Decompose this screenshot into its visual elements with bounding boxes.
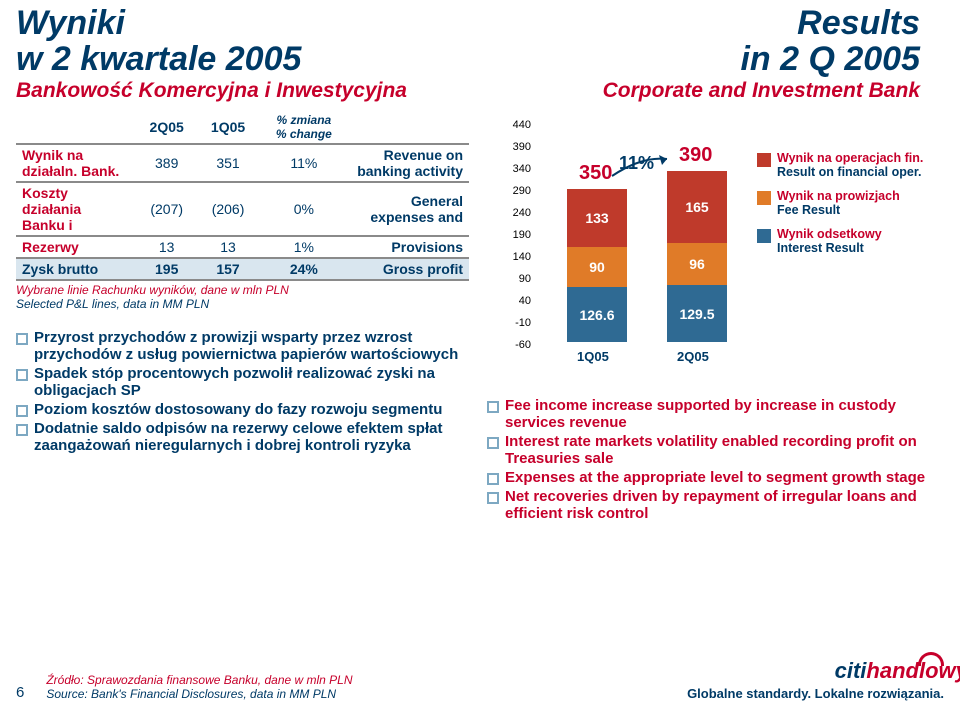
title-left-l1: Wyniki — [16, 4, 125, 42]
table-header-row: 2Q05 1Q05 % zmiana % change — [16, 111, 469, 144]
bullet-item: Dodatnie saldo odpisów na rezerwy celowe… — [16, 420, 469, 454]
table-row: Rezerwy 13 13 1% Provisions — [16, 236, 469, 258]
table-row: Wynik nadziałaln. Bank. 389 351 11% Reve… — [16, 144, 469, 182]
main: 2Q05 1Q05 % zmiana % change Wynik nadzia… — [0, 103, 960, 524]
y-tick: 340 — [501, 163, 531, 175]
logo: citihandlowy Globalne standardy. Lokalne… — [687, 658, 944, 701]
bullet-icon — [16, 405, 28, 417]
y-tick: 40 — [501, 295, 531, 307]
x-category: 2Q05 — [677, 349, 709, 364]
bullet-item: Interest rate markets volatility enabled… — [487, 433, 940, 467]
bar-segment: 129.5 — [667, 285, 727, 342]
title-left-l2: w 2 kwartale 2005 — [16, 40, 301, 78]
y-tick: 390 — [501, 141, 531, 153]
subtitle-left: Bankowość Komercyjna i Inwestycyjna — [16, 79, 407, 103]
bar-total-label: 390 — [679, 144, 712, 167]
header: Wyniki w 2 kwartale 2005 Bankowość Komer… — [0, 0, 960, 103]
y-tick: -60 — [501, 339, 531, 351]
arrow-icon — [607, 151, 677, 181]
logo-arc-icon — [918, 652, 944, 666]
bullet-icon — [487, 473, 499, 485]
bullet-item: Przyrost przychodów z prowizji wsparty p… — [16, 329, 469, 363]
legend-item: Wynik odsetkowyInterest Result — [757, 227, 947, 255]
y-tick: -10 — [501, 317, 531, 329]
source-note: Źródło: Sprawozdania finansowe Banku, da… — [46, 673, 352, 701]
logo-text: citihandlowy — [687, 658, 944, 684]
stacked-bar-chart: 4403903402902401901409040-10-60 13390126… — [497, 111, 937, 391]
bullet-item: Expenses at the appropriate level to seg… — [487, 469, 940, 486]
header-right: Results in 2 Q 2005 Corporate and Invest… — [603, 6, 920, 103]
bullet-icon — [487, 437, 499, 449]
col-pct: % zmiana % change — [259, 111, 349, 144]
bar-column: 16596129.5 — [667, 171, 727, 343]
legend-item: Wynik na operacjach fin.Result on financ… — [757, 151, 947, 179]
logo-tagline: Globalne standardy. Lokalne rozwiązania. — [687, 686, 944, 701]
bullet-icon — [487, 401, 499, 413]
col-2q05: 2Q05 — [136, 111, 197, 144]
table-note-pl: Wybrane linie Rachunku wyników, dane w m… — [16, 283, 469, 297]
bar-segment: 126.6 — [567, 287, 627, 343]
table-row: Koszty działaniaBanku i (207) (206) 0% G… — [16, 182, 469, 236]
title-right-l1: Results — [797, 4, 920, 42]
y-tick: 140 — [501, 251, 531, 263]
chart-area: 13390126.61Q0535016596129.52Q0539011% — [537, 121, 737, 366]
bullets-right: Fee income increase supported by increas… — [487, 397, 940, 522]
chart-legend: Wynik na operacjach fin.Result on financ… — [757, 151, 947, 265]
y-tick: 440 — [501, 119, 531, 131]
title-left: Wyniki w 2 kwartale 2005 — [16, 6, 407, 77]
header-left: Wyniki w 2 kwartale 2005 Bankowość Komer… — [16, 6, 407, 103]
col-1q05: 1Q05 — [197, 111, 258, 144]
gross-profit-row: Zysk brutto 195 157 24% Gross profit — [16, 258, 469, 280]
legend-item: Wynik na prowizjachFee Result — [757, 189, 947, 217]
bullet-icon — [16, 369, 28, 381]
right-column: 4403903402902401901409040-10-60 13390126… — [487, 111, 940, 524]
footer-left: 6 Źródło: Sprawozdania finansowe Banku, … — [16, 673, 353, 701]
y-tick: 190 — [501, 229, 531, 241]
footer: 6 Źródło: Sprawozdania finansowe Banku, … — [16, 658, 944, 701]
bullet-item: Net recoveries driven by repayment of ir… — [487, 488, 940, 522]
legend-swatch — [757, 153, 771, 167]
subtitle-right: Corporate and Investment Bank — [603, 79, 920, 103]
x-category: 1Q05 — [577, 349, 609, 364]
bar-segment: 90 — [567, 247, 627, 287]
bar-segment: 133 — [567, 189, 627, 248]
left-column: 2Q05 1Q05 % zmiana % change Wynik nadzia… — [16, 111, 469, 524]
pnl-table: 2Q05 1Q05 % zmiana % change Wynik nadzia… — [16, 111, 469, 281]
y-tick: 90 — [501, 273, 531, 285]
legend-swatch — [757, 229, 771, 243]
table-note-en: Selected P&L lines, data in MM PLN — [16, 297, 469, 311]
bullets-left: Przyrost przychodów z prowizji wsparty p… — [16, 329, 469, 454]
bullet-icon — [487, 492, 499, 504]
title-right-l2: in 2 Q 2005 — [740, 40, 920, 78]
bullet-icon — [16, 333, 28, 345]
legend-swatch — [757, 191, 771, 205]
bar-segment: 96 — [667, 243, 727, 285]
bullet-item: Spadek stóp procentowych pozwolił realiz… — [16, 365, 469, 399]
bullet-icon — [16, 424, 28, 436]
bar-segment: 165 — [667, 171, 727, 244]
bullet-item: Fee income increase supported by increas… — [487, 397, 940, 431]
y-tick: 290 — [501, 185, 531, 197]
bullet-item: Poziom kosztów dostosowany do fazy rozwo… — [16, 401, 469, 418]
title-right: Results in 2 Q 2005 — [603, 6, 920, 77]
page-number: 6 — [16, 684, 24, 701]
y-tick: 240 — [501, 207, 531, 219]
bar-column: 13390126.6 — [567, 189, 627, 343]
